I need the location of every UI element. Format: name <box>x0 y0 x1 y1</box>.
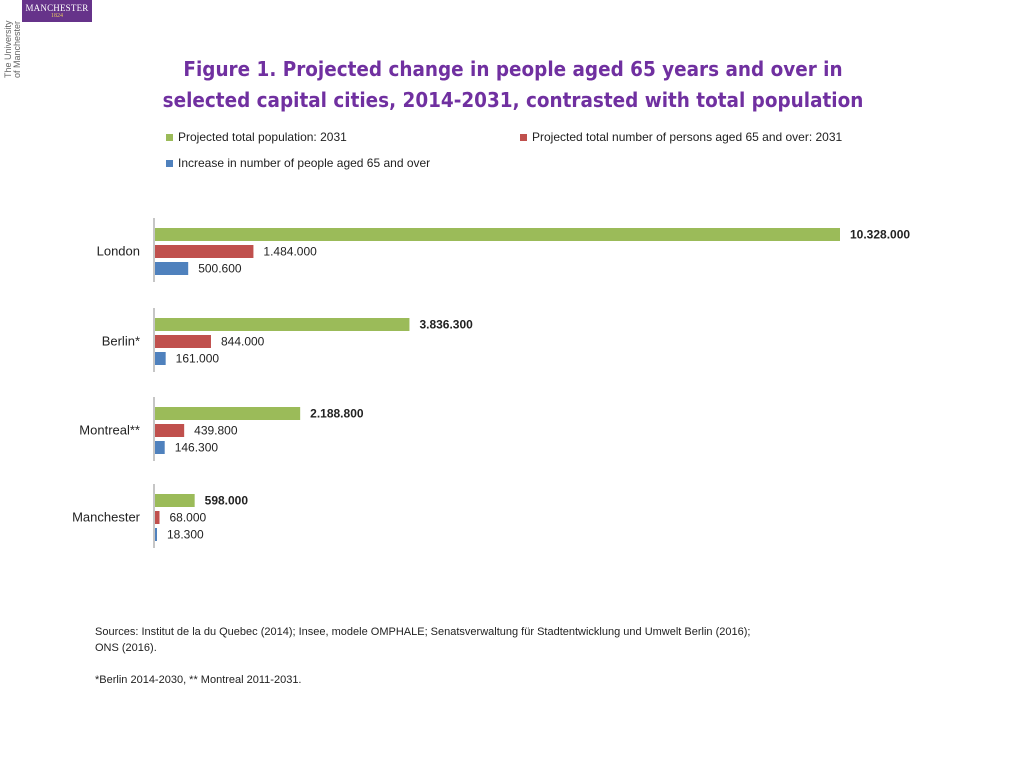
data-label-london-series-3: 500.600 <box>198 262 242 276</box>
sources-line-2: ONS (2016). <box>95 642 157 654</box>
sources-text: Sources: Institut de la du Quebec (2014)… <box>95 624 815 656</box>
sources-line-1: Sources: Institut de la du Quebec (2014)… <box>95 626 751 638</box>
bar-manchester-series-1 <box>155 494 195 507</box>
data-label-manchester-series-2: 68.000 <box>170 511 207 525</box>
data-label-montreal-series-2: 439.800 <box>194 424 238 438</box>
bar-london-series-2 <box>155 245 254 258</box>
bar-manchester-series-2 <box>155 511 160 524</box>
data-label-berlin-series-1: 3.836.300 <box>419 318 473 332</box>
logo-year: 1824 <box>51 12 63 19</box>
data-label-berlin-series-3: 161.000 <box>176 352 220 366</box>
bar-berlin-series-1 <box>155 318 410 331</box>
data-label-montreal-series-3: 146.300 <box>175 441 219 455</box>
chart-title-line-1: Figure 1. Projected change in people age… <box>183 57 843 81</box>
university-logo: MANCHESTER 1824 <box>22 0 92 22</box>
legend-label-persons-65-plus: Projected total number of persons aged 6… <box>532 130 843 144</box>
legend-swatch-total-population <box>166 133 173 141</box>
data-label-manchester-series-3: 18.300 <box>167 528 204 542</box>
data-label-manchester-series-1: 598.000 <box>205 494 249 508</box>
legend-label-total-population: Projected total population: 2031 <box>178 130 347 144</box>
data-label-london-series-1: 10.328.000 <box>850 228 910 242</box>
data-label-montreal-series-1: 2.188.800 <box>310 407 364 421</box>
footnote: *Berlin 2014-2030, ** Montreal 2011-2031… <box>95 674 302 686</box>
bar-montreal-series-3 <box>155 441 165 454</box>
bar-berlin-series-2 <box>155 335 211 348</box>
bar-london-series-1 <box>155 228 840 241</box>
logo-name: MANCHESTER <box>25 2 89 13</box>
chart-title: Figure 1. Projected change in people age… <box>133 54 893 116</box>
chart-title-line-2: selected capital cities, 2014-2031, cont… <box>162 88 864 112</box>
legend-item-total-population: Projected total population: 2031 <box>166 130 347 144</box>
bar-montreal-series-2 <box>155 424 185 437</box>
bar-berlin-series-3 <box>155 352 166 365</box>
legend-item-persons-65-plus: Projected total number of persons aged 6… <box>520 130 842 144</box>
category-label-london: London <box>97 244 140 259</box>
category-label-manchester: Manchester <box>72 510 141 525</box>
legend-swatch-increase-65-plus <box>166 159 173 167</box>
category-label-montreal: Montreal** <box>79 423 140 438</box>
legend-swatch-persons-65-plus <box>520 133 527 141</box>
legend-label-increase-65-plus: Increase in number of people aged 65 and… <box>178 156 431 170</box>
legend-item-increase-65-plus: Increase in number of people aged 65 and… <box>166 156 430 170</box>
bar-london-series-3 <box>155 262 189 275</box>
bar-manchester-series-3 <box>155 528 157 541</box>
bar-montreal-series-1 <box>155 407 301 420</box>
data-label-london-series-2: 1.484.000 <box>263 245 317 259</box>
category-label-berlin: Berlin* <box>102 334 140 349</box>
data-label-berlin-series-2: 844.000 <box>221 335 265 349</box>
